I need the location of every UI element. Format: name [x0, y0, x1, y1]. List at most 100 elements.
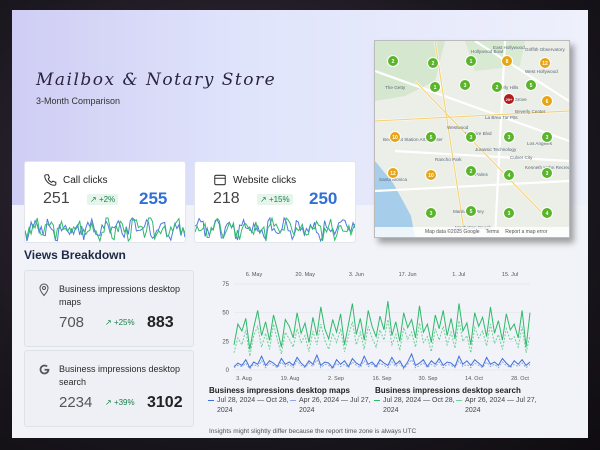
map-road: [394, 149, 569, 163]
map-place-label: Griffith Observatory: [525, 47, 565, 52]
map-pin: [541, 131, 553, 143]
locations-map[interactable]: East Hollywood West Hollywood Beverly Hill…: [374, 40, 570, 238]
map-pin-value: 5: [530, 83, 533, 89]
legend-search-previous[interactable]: Apr 26, 2024 — Jul 27, 2024: [456, 396, 545, 416]
google-g-icon: [38, 363, 51, 381]
map-pin: [459, 79, 471, 91]
map-pin: [389, 131, 401, 143]
call-clicks-sparkline: [25, 217, 185, 242]
map-report-link[interactable]: Report a map error: [505, 229, 548, 235]
metric-current-value: 250: [309, 189, 338, 208]
legend-search-current[interactable]: Jul 28, 2024 — Oct 28, 2024: [374, 396, 463, 416]
map-place-label: The Grove: [505, 97, 527, 102]
legend-maps-previous[interactable]: Apr 26, 2024 — Jul 27, 2024: [290, 396, 379, 416]
top-x-tick-label: 6. May: [246, 272, 263, 278]
map-pin-value: 8: [506, 59, 509, 65]
top-x-tick-label: 1. Jul: [452, 272, 465, 278]
impressions-line-chart[interactable]: 0 25 50 75 6. May 20. May 3. Jun 17. Jun 1. Jul 1…: [208, 268, 538, 388]
metric-previous-value: 218: [213, 190, 240, 207]
map-pin: [541, 167, 553, 179]
legend-maps-current[interactable]: Jul 28, 2024 — Oct 28, 2024: [208, 396, 297, 416]
bottom-x-tick-label: 3. Aug: [236, 376, 252, 382]
search-impressions-card: Business impressions desktop search 2234…: [24, 350, 194, 427]
map-pin-value: 5: [470, 209, 473, 215]
metric-label: Call clicks: [63, 175, 108, 186]
map-pin: [501, 55, 513, 67]
map-pin: [387, 55, 399, 67]
map-pin: [465, 165, 477, 177]
map-highway: [375, 110, 569, 122]
map-pin-value: 3: [464, 83, 467, 89]
series-line: [233, 352, 531, 369]
top-x-tick-label: 3. Jun: [349, 272, 364, 278]
map-footer: Map data ©2025 Google Terms Report a map…: [375, 227, 569, 237]
bottom-x-tick-label: 28. Oct: [511, 376, 529, 382]
metric-previous-value: 251: [43, 190, 70, 207]
browser-icon: [213, 173, 227, 192]
bottom-x-tick-label: 16. Sep: [373, 376, 392, 382]
y-tick-label: 25: [222, 339, 229, 345]
series-line: [233, 358, 531, 370]
map-place-label: La Brea Tar Pits: [485, 115, 518, 120]
map-pin-value: 5: [430, 135, 433, 141]
card-label: Business impressions desktop maps: [59, 284, 181, 307]
map-place-label: Palms: [475, 172, 488, 177]
views-breakdown-title: Views Breakdown: [24, 248, 126, 262]
map-pin: [387, 167, 399, 179]
map-pin: [541, 207, 553, 219]
map-place-label: West Hollywood: [525, 69, 558, 74]
series-line: [233, 319, 531, 357]
map-place-label: Beverly Center: [515, 109, 546, 114]
map-pin-value: 12: [542, 61, 548, 67]
map-pin-value: 4: [546, 211, 549, 217]
card-label: Business impressions desktop search: [59, 364, 181, 387]
map-road: [474, 41, 569, 102]
card-previous-value: 708: [59, 314, 85, 331]
map-canvas[interactable]: East Hollywood West Hollywood Beverly Hill…: [375, 41, 569, 237]
map-pin: [525, 79, 537, 91]
map-place-label: Culver City: [510, 155, 533, 160]
page-title: Mailbox & Notary Store: [36, 70, 277, 90]
maps-impressions-card: Business impressions desktop maps 708 ↗ …: [24, 270, 194, 347]
map-pin-value: 2: [496, 85, 499, 91]
map-pin-value: 2: [432, 61, 435, 67]
map-pin-value: 6: [546, 99, 549, 105]
map-pin-value: 1: [470, 59, 473, 65]
metric-current-value: 255: [139, 189, 168, 208]
map-pin-value: 3: [508, 211, 511, 217]
y-tick-label: 0: [226, 368, 230, 374]
map-road: [493, 41, 507, 237]
map-highway: [434, 41, 466, 237]
map-pin: [503, 131, 515, 143]
bottom-x-tick-label: 30. Sep: [419, 376, 438, 382]
map-pin-icon: [38, 283, 50, 302]
y-tick-label: 75: [222, 282, 229, 288]
map-pin: [425, 131, 437, 143]
map-terms-link[interactable]: Terms: [485, 229, 500, 235]
map-pin-value: 3: [508, 135, 511, 141]
call-clicks-card: Call clicks 251 ↗ +2% 255: [24, 161, 186, 243]
phone-icon: [43, 173, 57, 192]
map-pin: [425, 169, 437, 181]
map-place-label: Hollywood Bowl: [471, 49, 503, 54]
map-pin-value: 3: [546, 135, 549, 141]
map-pin-value: 4: [508, 173, 511, 179]
map-pin-value: 1: [434, 85, 437, 91]
y-tick-label: 50: [222, 311, 229, 317]
top-x-tick-label: 15. Jul: [502, 272, 518, 278]
map-place-label: Rancho Park: [435, 157, 462, 162]
sparkline-series: [195, 216, 355, 242]
map-pin: [491, 81, 503, 93]
map-place-label: Santa Monica: [379, 177, 408, 182]
map-pin: [541, 95, 553, 107]
legend-maps-title: Business impressions desktop maps: [209, 386, 350, 395]
map-pin: [503, 93, 515, 105]
map-place-label: Bergamot Station Arts Center: [383, 137, 443, 142]
bottom-x-tick-label: 2. Sep: [328, 376, 344, 382]
bottom-x-tick-label: 14. Oct: [465, 376, 483, 382]
map-place-label: Los Angeles: [527, 141, 553, 146]
map-pin: [465, 55, 477, 67]
map-pin: [425, 207, 437, 219]
map-attribution: Map data ©2025 Google: [425, 229, 480, 235]
metric-change-badge: ↗ +2%: [87, 194, 119, 205]
